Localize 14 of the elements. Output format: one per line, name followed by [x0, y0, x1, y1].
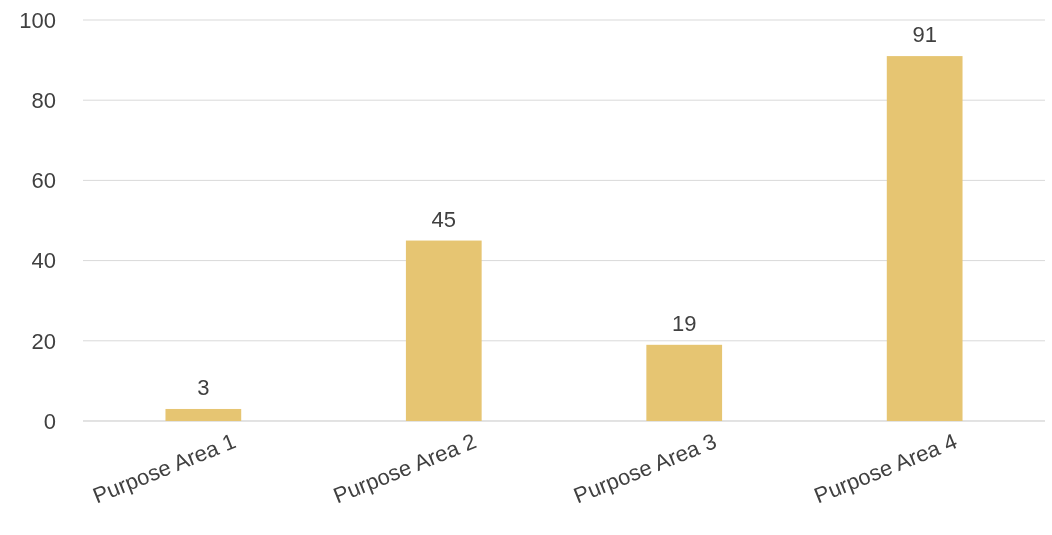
data-label: 19	[671, 310, 697, 336]
bar	[646, 344, 723, 421]
y-tick-label: 20	[31, 328, 56, 354]
bar	[405, 240, 482, 421]
data-label: 45	[431, 206, 457, 232]
data-label: 91	[912, 22, 937, 48]
bar	[165, 408, 242, 421]
data-label: 3	[197, 374, 210, 400]
y-tick-label: 100	[19, 7, 56, 33]
y-tick-label: 40	[31, 248, 56, 274]
y-tick-label: 60	[31, 168, 56, 194]
y-tick-label: 80	[31, 87, 56, 113]
y-tick-label: 0	[43, 408, 56, 434]
bar	[886, 56, 963, 421]
